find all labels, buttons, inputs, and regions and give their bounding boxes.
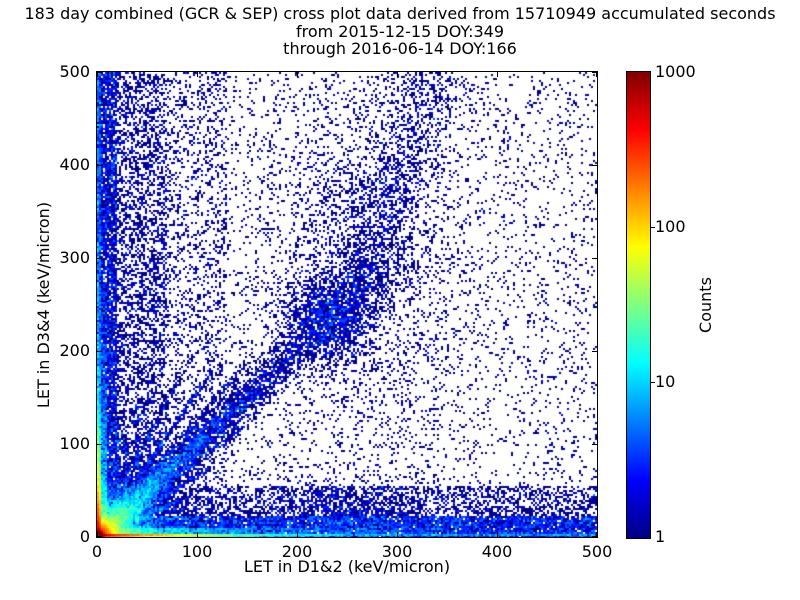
- y-tick: [592, 536, 597, 537]
- y-tick: [97, 444, 102, 445]
- x-tick: [397, 532, 398, 537]
- y-tick-label: 200: [59, 341, 90, 360]
- y-tick: [97, 536, 102, 537]
- colorbar-tick-label: 10: [655, 372, 676, 391]
- y-tick-label: 0: [79, 527, 90, 546]
- y-axis-label: LET in D3&4 (keV/micron): [34, 201, 53, 409]
- colorbar-tick-label: 100: [655, 217, 686, 236]
- y-tick: [97, 258, 102, 259]
- x-tick-label: 300: [381, 542, 413, 561]
- x-tick: [596, 532, 597, 537]
- x-tick: [397, 72, 398, 77]
- chart-title: 183 day combined (GCR & SEP) cross plot …: [24, 4, 776, 23]
- x-tick: [596, 72, 597, 77]
- colorbar-gradient: [626, 71, 651, 539]
- y-tick: [592, 72, 597, 73]
- x-tick: [197, 72, 198, 77]
- y-tick-label: 100: [59, 434, 90, 453]
- x-tick-label: 100: [181, 542, 213, 561]
- scatter-canvas: [97, 72, 597, 537]
- y-tick-label: 500: [59, 62, 90, 81]
- x-tick: [97, 532, 98, 537]
- chart-subtitle-from: from 2015-12-15 DOY:349: [295, 22, 504, 41]
- y-tick: [97, 165, 102, 166]
- x-tick-label: 200: [281, 542, 313, 561]
- x-tick: [297, 72, 298, 77]
- x-tick: [197, 532, 198, 537]
- y-tick: [592, 165, 597, 166]
- x-tick: [97, 72, 98, 77]
- x-tick-label: 0: [91, 542, 103, 561]
- y-tick-label: 300: [59, 248, 90, 267]
- plot-area: [96, 71, 598, 538]
- y-tick: [97, 72, 102, 73]
- x-tick: [297, 532, 298, 537]
- colorbar-label: Counts: [696, 277, 715, 333]
- colorbar-tick: [650, 382, 655, 383]
- y-tick: [592, 444, 597, 445]
- x-axis-label: LET in D1&2 (keV/micron): [243, 557, 451, 576]
- y-tick: [97, 351, 102, 352]
- x-tick: [497, 532, 498, 537]
- y-tick-label: 400: [59, 155, 90, 174]
- chart-subtitle-through: through 2016-06-14 DOY:166: [283, 39, 517, 58]
- colorbar-tick-label: 1: [655, 527, 666, 546]
- x-tick-label: 400: [481, 542, 513, 561]
- x-tick-label: 500: [581, 542, 613, 561]
- colorbar-tick-label: 1000: [655, 62, 696, 81]
- y-tick: [592, 351, 597, 352]
- x-tick: [497, 72, 498, 77]
- colorbar-tick: [650, 227, 655, 228]
- y-tick: [592, 258, 597, 259]
